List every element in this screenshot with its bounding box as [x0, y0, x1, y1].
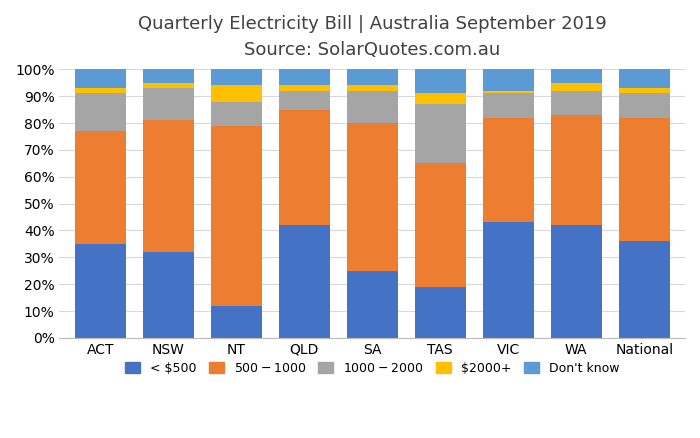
Bar [414, 69, 466, 93]
Bar [211, 102, 262, 126]
Bar [211, 306, 262, 338]
Bar [279, 69, 330, 85]
Bar [551, 115, 602, 225]
Bar [143, 88, 194, 120]
Bar [346, 271, 398, 338]
Bar [346, 85, 398, 91]
Bar [483, 91, 533, 93]
Bar [619, 88, 670, 93]
Bar [619, 93, 670, 118]
Bar [414, 163, 466, 287]
Bar [143, 120, 194, 252]
Bar [414, 104, 466, 163]
Bar [483, 223, 533, 338]
Bar [551, 83, 602, 91]
Bar [414, 287, 466, 338]
Bar [75, 93, 126, 131]
Bar [551, 69, 602, 83]
Bar [75, 131, 126, 244]
Bar [211, 69, 262, 85]
Bar [483, 118, 533, 223]
Bar [75, 69, 126, 88]
Bar [211, 126, 262, 306]
Bar [346, 69, 398, 85]
Legend: < $500, $500 - $1000, $1000- $2000, $2000+, Don't know: < $500, $500 - $1000, $1000- $2000, $200… [120, 357, 624, 380]
Bar [211, 85, 262, 102]
Bar [75, 244, 126, 338]
Bar [346, 123, 398, 271]
Bar [279, 85, 330, 91]
Bar [279, 110, 330, 225]
Bar [483, 93, 533, 118]
Bar [619, 69, 670, 88]
Title: Quarterly Electricity Bill | Australia September 2019
Source: SolarQuotes.com.au: Quarterly Electricity Bill | Australia S… [138, 15, 607, 60]
Bar [143, 252, 194, 338]
Bar [619, 241, 670, 338]
Bar [551, 91, 602, 115]
Bar [75, 88, 126, 93]
Bar [279, 91, 330, 110]
Bar [414, 93, 466, 104]
Bar [279, 225, 330, 338]
Bar [619, 118, 670, 241]
Bar [483, 69, 533, 91]
Bar [346, 91, 398, 123]
Bar [143, 69, 194, 83]
Bar [551, 225, 602, 338]
Bar [143, 83, 194, 88]
